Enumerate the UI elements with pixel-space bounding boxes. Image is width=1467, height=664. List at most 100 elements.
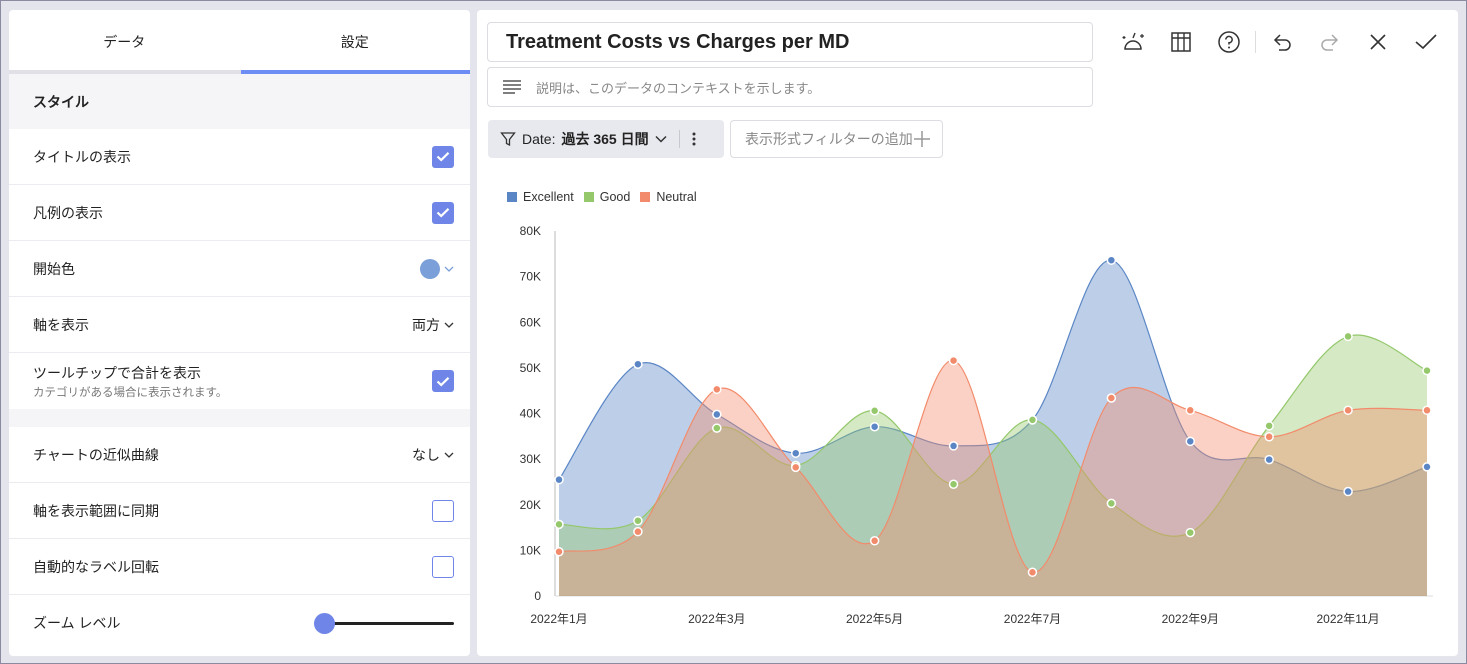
title-input[interactable]: Treatment Costs vs Charges per MD [487,22,1093,62]
legend-item-neutral[interactable]: Neutral [640,190,697,204]
x-tick-label: 2022年5月 [846,612,903,626]
series-good-point[interactable] [1106,498,1117,509]
chart-legend: Excellent Good Neutral [507,190,697,204]
series-good-point[interactable] [633,515,643,526]
settings-panel: データ 設定 スタイル タイトルの表示 凡例の表示 開始色 軸を表示 両方 ツー… [9,10,470,656]
date-filter-chip[interactable]: Date: 過去 365 日間 [488,120,724,158]
show-legend-checkbox[interactable] [432,201,454,224]
slider-thumb[interactable] [314,613,335,634]
series-excellent-point[interactable] [1106,255,1117,265]
add-filter-button[interactable]: 表示形式フィルターの追加 [730,120,943,158]
series-neutral-point[interactable] [712,384,722,395]
legend-label: Neutral [656,190,697,204]
redo-button[interactable] [1306,26,1354,58]
series-neutral-point[interactable] [1422,405,1432,416]
x-tick-label: 2022年9月 [1162,612,1219,626]
legend-item-excellent[interactable]: Excellent [507,190,574,204]
chart-type-icon [1122,32,1144,50]
series-neutral-point[interactable] [1343,405,1353,416]
series-good-point[interactable] [948,479,959,489]
chart-editor: Treatment Costs vs Charges per MD 説明は、この… [477,10,1458,656]
series-good-point[interactable] [1343,331,1353,342]
trendline-label: チャートの近似曲線 [33,446,159,463]
series-excellent-point[interactable] [869,421,880,432]
trendline-value: なし [412,446,440,463]
series-good-point[interactable] [1422,365,1432,376]
tab-data[interactable]: データ [103,33,146,50]
series-neutral-point[interactable] [790,462,801,473]
close-icon [1370,34,1386,50]
row-zoom-level: ズーム レベル [9,595,470,651]
redo-icon [1321,34,1339,51]
chip-divider [678,130,680,148]
series-excellent-point[interactable] [1422,462,1432,472]
series-excellent-point[interactable] [790,448,801,458]
confirm-button[interactable] [1402,26,1450,58]
tooltip-total-labels: ツールチップで合計を表示 カテゴリがある場合に表示されます。 [33,363,227,400]
y-tick-label: 20K [520,498,541,512]
trendline-dropdown[interactable]: なし [412,445,454,465]
series-neutral-point[interactable] [1106,393,1117,403]
check-icon [436,376,450,387]
series-neutral-point[interactable] [1185,405,1196,416]
table-view-button[interactable] [1157,26,1205,58]
y-tick-label: 80K [520,224,541,238]
help-button[interactable] [1205,26,1253,58]
series-good-point[interactable] [869,406,880,416]
series-neutral-point[interactable] [1027,567,1038,578]
show-title-label: タイトルの表示 [33,148,131,165]
series-neutral-point[interactable] [948,355,959,366]
description-placeholder: 説明は、このデータのコンテキストを示します。 [536,80,821,96]
show-axis-dropdown[interactable]: 両方 [412,315,454,335]
series-excellent-point[interactable] [1264,454,1274,465]
row-show-legend: 凡例の表示 [9,185,470,241]
panel-tabs: データ 設定 [9,10,470,74]
series-good-point[interactable] [1264,421,1274,431]
series-good-point[interactable] [712,423,722,433]
series-good-point[interactable] [1185,527,1196,538]
series-excellent-point[interactable] [948,441,959,451]
sync-axis-label: 軸を表示範囲に同期 [33,502,159,519]
chevron-down-icon [444,452,454,458]
show-title-checkbox[interactable] [432,145,454,168]
series-neutral-point[interactable] [869,536,880,546]
series-excellent-point[interactable] [712,409,722,420]
series-excellent-point[interactable] [1185,436,1196,447]
close-button[interactable] [1354,26,1402,58]
series-neutral-line [558,359,1428,573]
series-neutral-point[interactable] [633,526,643,537]
tab-settings[interactable]: 設定 [340,33,369,50]
series-excellent-point[interactable] [633,359,643,369]
y-tick-label: 30K [520,452,541,466]
zoom-level-slider[interactable] [314,612,454,634]
more-vertical-icon[interactable] [692,131,696,147]
y-tick-label: 70K [520,270,541,284]
chart-type-button[interactable] [1109,26,1157,58]
x-tick-label: 2022年7月 [1004,612,1061,626]
auto-rotate-checkbox[interactable] [432,555,454,578]
description-input[interactable]: 説明は、このデータのコンテキストを示します。 [487,67,1093,107]
x-tick-label: 2022年1月 [530,612,587,626]
series-excellent-point[interactable] [1343,486,1353,497]
chevron-down-icon [444,322,454,328]
row-tooltip-total: ツールチップで合計を表示 カテゴリがある場合に表示されます。 [9,353,470,409]
section-gap [9,409,470,427]
filter-icon [500,132,516,147]
color-swatch [420,258,440,279]
series-excellent-point[interactable] [554,474,564,485]
check-icon [436,208,450,218]
undo-button[interactable] [1258,26,1306,58]
sync-axis-checkbox[interactable] [432,499,454,522]
series-good-point[interactable] [554,519,564,530]
series-good-point[interactable] [1027,415,1038,425]
legend-label: Good [599,190,631,204]
start-color-picker[interactable] [420,258,454,279]
plus-icon [914,131,930,147]
row-show-title: タイトルの表示 [9,129,470,185]
tooltip-total-checkbox[interactable] [432,370,454,392]
series-neutral-point[interactable] [554,546,564,557]
series-neutral-point[interactable] [1264,432,1274,442]
section-style-heading: スタイル [9,74,470,129]
legend-item-good[interactable]: Good [583,190,631,204]
show-axis-value: 両方 [412,316,440,333]
